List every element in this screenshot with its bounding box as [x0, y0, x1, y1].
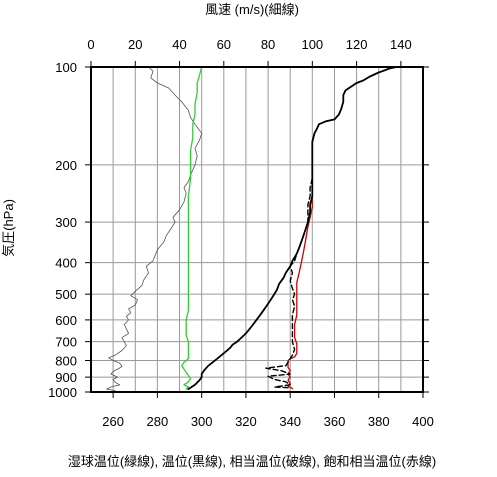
top-tick-label: 40 [172, 37, 186, 52]
tick-labels: 0 20 40 60 80 100 120 140 260 280 300 320 340 360 380 4… [48, 37, 434, 429]
top-tick-label: 20 [128, 37, 142, 52]
series-line-風速 [106, 66, 203, 391]
bottom-tick-label: 340 [279, 414, 301, 429]
bottom-tick-label: 300 [191, 414, 213, 429]
left-tick-label: 100 [55, 60, 77, 75]
bottom-axis-title: 湿球温位(緑線), 温位(黒線), 相当温位(破線), 飽和相当温位(赤線) [68, 454, 436, 469]
bottom-tick-label: 320 [235, 414, 257, 429]
bottom-tick-label: 280 [147, 414, 169, 429]
bottom-tick-label: 360 [324, 414, 346, 429]
left-tick-label: 900 [55, 370, 77, 385]
left-tick-label: 200 [55, 158, 77, 173]
grid [91, 67, 423, 392]
left-tick-label: 300 [55, 215, 77, 230]
left-tick-label: 600 [55, 313, 77, 328]
series-line-湿球温位 [181, 66, 203, 390]
bottom-tick-label: 260 [102, 414, 124, 429]
series-line-温位 [187, 66, 398, 390]
left-tick-label: 1000 [48, 385, 77, 400]
top-tick-label: 0 [87, 37, 94, 52]
top-tick-label: 80 [261, 37, 275, 52]
bottom-tick-label: 380 [368, 414, 390, 429]
top-tick-label: 140 [390, 37, 412, 52]
series-group [106, 66, 398, 391]
top-axis-title: 風速 (m/s)(細線) [205, 2, 299, 17]
top-tick-label: 60 [217, 37, 231, 52]
series-line-相当温位 [265, 66, 398, 389]
plot-frame [90, 66, 424, 393]
bottom-tick-label: 400 [412, 414, 434, 429]
left-tick-label: 500 [55, 287, 77, 302]
series-line-飽和相当温位 [287, 66, 398, 390]
left-tick-label: 800 [55, 354, 77, 369]
left-tick-label: 700 [55, 335, 77, 350]
left-axis-title: 気圧(hPa) [1, 199, 16, 257]
top-tick-label: 100 [301, 37, 323, 52]
top-tick-label: 120 [346, 37, 368, 52]
left-tick-label: 400 [55, 256, 77, 271]
